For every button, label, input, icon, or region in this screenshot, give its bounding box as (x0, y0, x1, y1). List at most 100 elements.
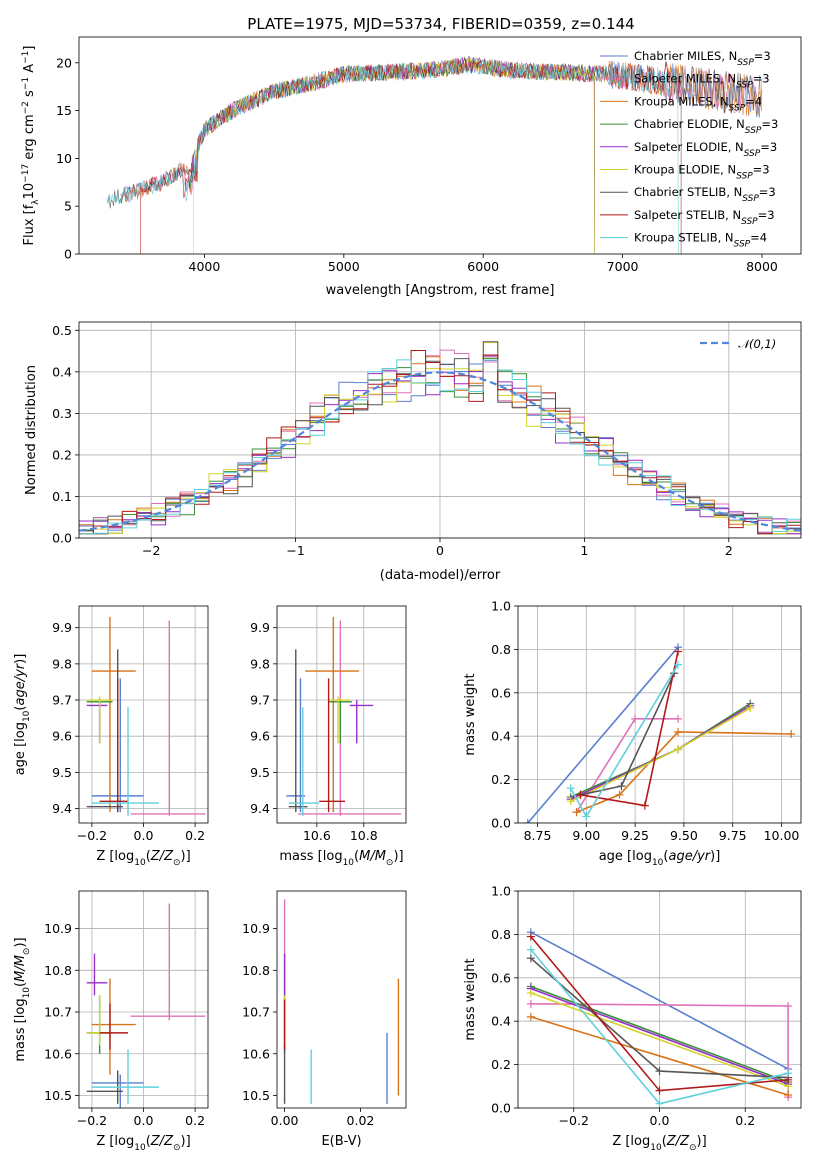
y-tick-label: 9.9 (52, 620, 72, 635)
panel-age_vs_mass: 10.6 10.8 9.4 9.5 9.6 9.7 9.8 9.9 mass [log10(M/… (250, 605, 407, 868)
label-part: Kroupa STELIB, N (634, 231, 734, 245)
label-part: 10 (22, 710, 32, 722)
weight-marker (526, 945, 535, 954)
y-tick-label: 1.0 (491, 884, 511, 899)
label-part: =4 (745, 94, 762, 108)
label-part: SSP (734, 240, 751, 250)
y-tick-label: 1.0 (491, 599, 511, 614)
y-tick-label: 0.8 (491, 927, 511, 942)
plot-area (79, 606, 208, 823)
plot-area (518, 606, 801, 823)
axes-frame (78, 605, 209, 824)
figure-title: PLATE=1975, MJD=53734, FIBERID=0359, z=0… (247, 15, 634, 33)
weight-marker (674, 660, 683, 669)
axes-frame (517, 605, 802, 824)
x-axis-label: mass [log10(M/M⊙)] (279, 849, 403, 868)
x-tick-label: 6000 (467, 259, 499, 274)
y-tick-label: 9.4 (52, 801, 72, 816)
y-tick-label: 9.5 (250, 765, 270, 780)
label-part: M/M (13, 955, 28, 982)
y-tick-label: 10.9 (44, 921, 72, 936)
label-part: 10 (134, 1143, 146, 1153)
label-part: )] (393, 849, 403, 864)
label-part: mass weight (463, 673, 478, 755)
y-tick-label: 10.6 (242, 1046, 270, 1061)
weight-marker (582, 812, 591, 821)
y-tick-label: 10.7 (242, 1005, 270, 1020)
label-part: =3 (753, 163, 770, 177)
histogram-step (79, 359, 801, 535)
legend-label: 𝒩(0,1) (738, 337, 776, 351)
label-part: 10 (22, 183, 37, 200)
x-tick-label: 7000 (607, 259, 639, 274)
x-axis-label: age [log10(age/yr)] (599, 849, 721, 868)
y-tick-label: 0.2 (491, 772, 511, 787)
label-part: Z/Z (150, 849, 174, 864)
label-part: 10 (343, 858, 355, 868)
y-tick-label: 0.4 (491, 729, 511, 744)
label-part: −2 (21, 101, 31, 114)
weight-line (575, 718, 678, 813)
y-tick-label: 0.5 (52, 323, 72, 338)
label-part: Z [log (96, 1134, 134, 1149)
label-part: ( (354, 849, 359, 864)
y-tick-label: 0.2 (52, 447, 72, 462)
y-tick-label: 0.0 (52, 531, 72, 546)
y-axis-label: mass [log10(M/M⊙)] (13, 937, 32, 1061)
weight-marker (784, 1002, 793, 1011)
x-axis-label: E(B-V) (321, 1134, 361, 1149)
label-part: SSP (736, 172, 753, 182)
label-part: =3 (753, 72, 770, 86)
y-tick-label: 9.8 (250, 656, 270, 671)
y-tick-label: 15 (56, 103, 72, 118)
weight-marker (526, 954, 535, 963)
weight-marker (523, 819, 532, 823)
y-tick-label: 5 (64, 199, 72, 214)
spectrum-line (190, 56, 595, 254)
label-part: −1 (21, 51, 31, 64)
weight-line (530, 931, 789, 1070)
label-part: ( (662, 1134, 667, 1149)
weight-marker (617, 782, 626, 791)
panel-age_vs_Z: −0.2 0.0 0.29.49.59.69.79.89.9Z [log10(Z/Z… (13, 605, 209, 868)
label-part: )] (13, 937, 28, 947)
weight-marker (640, 801, 649, 810)
weight-marker (526, 988, 535, 997)
x-tick-label: 2 (725, 543, 733, 558)
label-part: 10 (652, 858, 664, 868)
weight-marker (526, 999, 535, 1008)
y-tick-label: 20 (56, 55, 72, 70)
label-part: ⊙ (386, 858, 394, 868)
weight-marker (572, 808, 581, 817)
y-axis-label: mass weight (463, 958, 478, 1040)
y-tick-label: 0.4 (491, 1014, 511, 1029)
y-tick-label: 9.9 (250, 620, 270, 635)
weight-marker (674, 727, 683, 736)
label-part: Salpeter MILES, N (634, 72, 736, 86)
axes-frame (276, 890, 407, 1109)
label-part: age/yr (668, 849, 711, 864)
x-tick-label: −0.2 (559, 1113, 589, 1128)
weight-marker (674, 745, 683, 754)
panel-residuals: −2 −1 0 1 2 0.0 0.1 0.2 0.3 0.4 0.5 𝒩(0,1) (data-mod… (24, 321, 802, 583)
y-axis-label: Normed distribution (24, 365, 39, 495)
label-part: age/yr (13, 662, 28, 705)
label-part: ⊙ (173, 1143, 181, 1153)
y-tick-label: 0 (64, 247, 72, 262)
x-tick-label: 5000 (328, 259, 360, 274)
weight-marker (615, 790, 624, 799)
label-part: Salpeter ELODIE, N (634, 140, 744, 154)
x-tick-label: 8000 (746, 259, 778, 274)
panel-mass_vs_Z: −0.2 0.0 0.210.510.610.710.810.9Z [log10(Z… (13, 890, 209, 1153)
label-part: A (22, 64, 37, 77)
x-tick-label: 9.00 (572, 828, 600, 843)
y-tick-label: 10.9 (242, 921, 270, 936)
label-part: =3 (754, 49, 771, 63)
x-tick-label: −1 (286, 543, 304, 558)
weight-marker (526, 1012, 535, 1021)
label-part: Chabrier MILES, N (634, 49, 737, 63)
label-part: )] (710, 849, 720, 864)
weight-marker (526, 932, 535, 941)
y-tick-label: 10.7 (44, 1005, 72, 1020)
